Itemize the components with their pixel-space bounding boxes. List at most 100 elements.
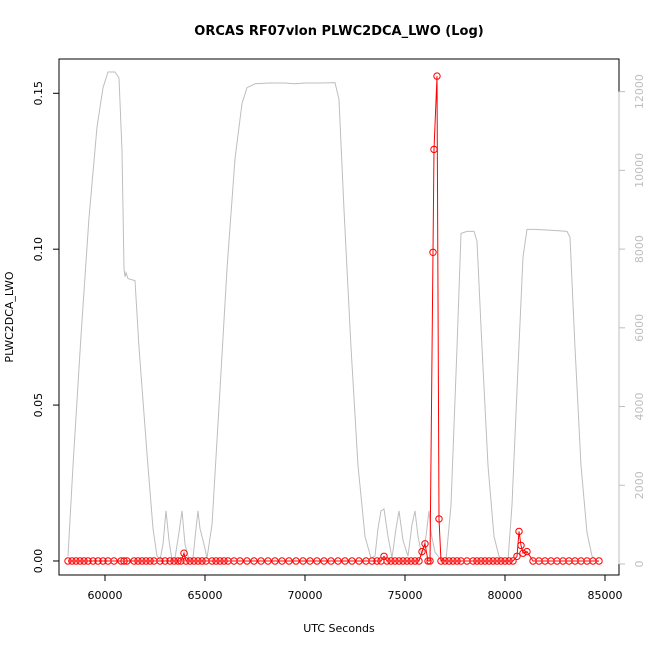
- chart-title: ORCAS RF07vlon PLWC2DCA_LWO (Log): [194, 24, 483, 39]
- data-point: [72, 557, 80, 565]
- data-point: [271, 557, 279, 565]
- y2-tick-label: 4000: [633, 393, 646, 421]
- data-point: [80, 557, 88, 565]
- data-point: [426, 557, 434, 565]
- data-point: [236, 557, 244, 565]
- y2-tick-label: 8000: [633, 235, 646, 263]
- data-point: [89, 557, 97, 565]
- x-axis-label: UTC Seconds: [303, 622, 375, 635]
- y2-tick-label: 10000: [633, 153, 646, 188]
- data-point: [485, 557, 493, 565]
- data-point: [138, 557, 146, 565]
- data-point: [120, 557, 128, 565]
- y-axis-label: PLWC2DCA_LWO: [3, 271, 16, 362]
- data-point: [177, 557, 185, 565]
- data-point: [501, 557, 509, 565]
- data-point: [161, 557, 169, 565]
- data-point: [407, 557, 415, 565]
- x-tick-label: 75000: [388, 589, 423, 602]
- x-tick-label: 65000: [188, 589, 223, 602]
- data-point: [517, 541, 525, 550]
- data-point: [505, 557, 513, 565]
- series-layer: [64, 71, 603, 565]
- data-point: [441, 557, 449, 565]
- y-tick-label: 0.05: [32, 393, 45, 418]
- data-point: [445, 557, 453, 565]
- data-point: [429, 248, 437, 257]
- data-point: [489, 557, 497, 565]
- data-point: [411, 557, 419, 565]
- secondary-y-axis: 0 2000 4000 6000 8000 10000 12000: [618, 74, 646, 567]
- y2-tick-label: 6000: [633, 314, 646, 342]
- x-tick-label: 60000: [88, 589, 123, 602]
- data-point: [513, 552, 521, 560]
- data-point: [473, 557, 481, 565]
- data-point: [174, 557, 182, 565]
- data-point: [341, 557, 349, 565]
- data-point: [292, 557, 300, 565]
- data-point: [334, 557, 342, 565]
- y-tick-label: 0.10: [32, 237, 45, 262]
- data-point: [257, 557, 265, 565]
- data-point: [399, 557, 407, 565]
- data-point: [437, 557, 445, 565]
- data-point: [99, 557, 107, 565]
- data-point: [123, 557, 131, 565]
- data-point: [395, 557, 403, 565]
- data-point: [449, 557, 457, 565]
- x-tick-label: 85000: [588, 589, 623, 602]
- data-point: [493, 557, 501, 565]
- data-point: [64, 557, 72, 565]
- data-point: [519, 549, 527, 557]
- data-point: [243, 557, 251, 565]
- y2-tick-label: 0: [633, 560, 646, 567]
- data-point: [170, 557, 178, 565]
- data-point: [166, 557, 174, 565]
- data-point: [403, 557, 411, 565]
- data-point: [156, 557, 164, 565]
- data-point: [142, 557, 150, 565]
- data-point: [186, 557, 194, 565]
- data-point: [146, 557, 154, 565]
- data-point: [285, 557, 293, 565]
- data-point: [595, 557, 603, 565]
- y-tick-label: 0.15: [32, 81, 45, 106]
- data-point: [348, 557, 356, 565]
- data-point: [320, 557, 328, 565]
- data-point: [313, 557, 321, 565]
- data-point: [497, 557, 505, 565]
- data-point: [368, 557, 376, 565]
- data-point: [216, 557, 224, 565]
- data-point: [194, 557, 202, 565]
- data-point: [355, 557, 363, 565]
- y2-tick-label: 12000: [633, 74, 646, 109]
- data-point: [415, 557, 423, 565]
- data-point: [515, 527, 523, 536]
- data-point: [435, 515, 443, 523]
- data-point: [212, 557, 220, 565]
- data-point: [130, 557, 138, 565]
- primary-series-line: [68, 76, 599, 562]
- data-point: [182, 557, 190, 565]
- data-point: [453, 557, 461, 565]
- data-point: [190, 557, 198, 565]
- plot-frame: [58, 58, 620, 576]
- data-point: [383, 557, 391, 565]
- data-point: [299, 557, 307, 565]
- data-point: [424, 557, 432, 565]
- data-point: [180, 549, 188, 557]
- data-point: [110, 557, 118, 565]
- data-point: [481, 557, 489, 565]
- data-point: [134, 557, 142, 565]
- y-tick-label: 0.00: [32, 549, 45, 574]
- data-point: [523, 547, 531, 556]
- data-point: [278, 557, 286, 565]
- data-point: [94, 557, 102, 565]
- data-point: [387, 557, 395, 565]
- data-point: [469, 557, 477, 565]
- data-point: [373, 557, 381, 565]
- data-point: [264, 557, 272, 565]
- secondary-series-line: [67, 71, 599, 563]
- x-tick-label: 80000: [488, 589, 523, 602]
